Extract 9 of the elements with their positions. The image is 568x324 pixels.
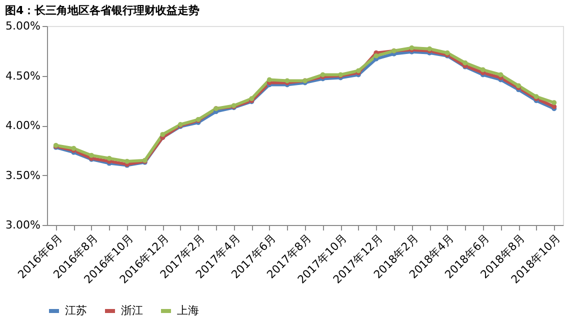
chart-title: 图4：长三角地区各省银行理财收益走势: [5, 4, 200, 17]
legend-label: 上海: [177, 304, 199, 317]
legend-label: 浙江: [121, 304, 143, 317]
y-tick-label: 3.50%: [6, 168, 40, 182]
y-tick-label: 4.00%: [6, 119, 40, 132]
y-tick-label: 4.50%: [6, 69, 40, 82]
legend-label: 江苏: [65, 304, 87, 317]
y-tick-label: 3.00%: [6, 218, 40, 232]
y-tick-label: 5.00%: [6, 20, 40, 32]
